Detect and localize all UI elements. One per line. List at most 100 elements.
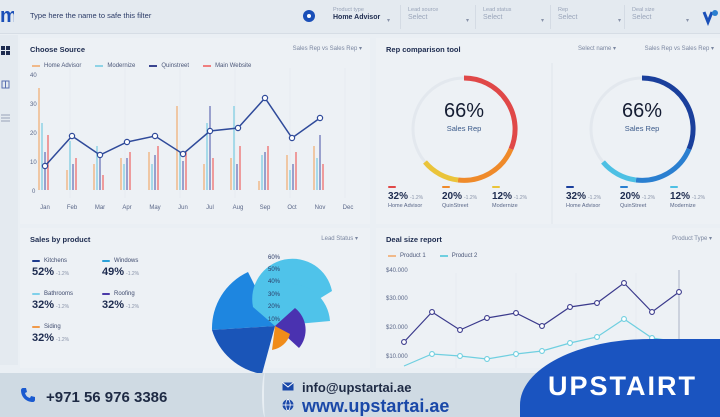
filter-lead-source[interactable]: Lead source Select ▾ <box>408 7 470 29</box>
svg-text:$20.000: $20.000 <box>386 325 408 331</box>
chevron-down-icon: ▾ <box>466 18 470 24</box>
columns-icon[interactable] <box>1 77 11 89</box>
brand-corner-icon[interactable] <box>702 8 718 27</box>
contact-info: info@upstartai.ae www.upstartai.ae <box>282 378 449 417</box>
svg-text:May: May <box>149 205 160 211</box>
rep-comparison-panel: Rep comparison tool Select name ▾ Sales … <box>376 38 720 224</box>
grid-icon[interactable] <box>1 43 11 55</box>
phone-contact[interactable]: +971 56 976 3386 <box>20 387 167 408</box>
panel-title: Choose Source <box>30 45 86 54</box>
legend-item[interactable]: Home Advisor <box>32 63 81 69</box>
sidebar <box>0 35 18 365</box>
legend-item[interactable]: Product 1 <box>388 253 426 259</box>
filter-product-type[interactable]: Product type Home Advisor ▾ <box>333 7 395 29</box>
svg-text:30: 30 <box>30 102 37 108</box>
gauge-1-label: 66% Sales Rep <box>443 100 485 133</box>
filter-deal-size[interactable]: Deal size Select ▾ <box>632 7 696 29</box>
chevron-down-icon: ▾ <box>358 46 362 52</box>
svg-text:$10.000: $10.000 <box>386 354 408 360</box>
compare-mode-dropdown[interactable]: Sales Rep vs Sales Rep ▾ <box>644 46 714 52</box>
svg-text:Apr: Apr <box>122 205 131 211</box>
chevron-down-icon: ▾ <box>686 18 690 24</box>
website-link[interactable]: www.upstartai.ae <box>282 396 449 417</box>
rep-stat: 32% -1.2% Home Advisor <box>388 186 423 209</box>
select-name-dropdown[interactable]: Select name ▾ <box>578 46 617 52</box>
panel-title: Rep comparison tool <box>386 45 461 54</box>
chevron-down-icon: ▾ <box>618 18 622 24</box>
source-bar-chart: 40 30 20 10 0 <box>30 68 354 211</box>
svg-text:30%: 30% <box>268 292 281 298</box>
svg-text:0: 0 <box>32 189 36 195</box>
filter-rep[interactable]: Rep Select ▾ <box>558 7 622 29</box>
svg-text:40: 40 <box>30 73 37 79</box>
gauge-2-label: 66% Sales Rep <box>621 100 663 133</box>
product-stat: Roofing 32% -1.2% <box>102 291 140 311</box>
rep-stat: 20% -1.2% QuinStreet <box>620 186 655 209</box>
svg-text:Oct: Oct <box>287 205 297 211</box>
filter-bar: m Type here the name to safe this filter… <box>0 0 720 34</box>
product-stat: Bathrooms 32% -1.2% <box>32 291 74 311</box>
svg-text:$30.000: $30.000 <box>386 296 408 302</box>
svg-text:Aug: Aug <box>233 205 244 211</box>
svg-text:Jun: Jun <box>178 205 188 211</box>
filter-label: Lead status <box>483 7 512 13</box>
mail-icon <box>282 378 294 396</box>
svg-text:Sep: Sep <box>260 205 271 211</box>
chart-legend: Product 1 Product 2 <box>388 253 477 259</box>
product-stat: Siding 32% -1.2% <box>32 324 70 344</box>
phone-icon <box>20 387 36 408</box>
rep-gauges <box>411 63 696 224</box>
compare-select[interactable]: Sales Rep vs Sales Rep ▾ <box>293 45 362 52</box>
legend-item[interactable]: Product 2 <box>439 253 477 259</box>
svg-text:20%: 20% <box>268 304 281 310</box>
svg-text:Feb: Feb <box>67 205 78 211</box>
save-filter-button[interactable] <box>303 10 315 22</box>
filter-value: Select <box>558 14 578 21</box>
sales-by-product-panel: Sales by product Lead Status ▾ Kitchens … <box>20 228 370 373</box>
legend-item[interactable]: Quinstreet <box>149 63 189 69</box>
product-stat: Kitchens 52% -1.2% <box>32 258 70 278</box>
svg-text:Jul: Jul <box>206 205 214 211</box>
product-type-dropdown[interactable]: Product Type ▾ <box>672 236 712 242</box>
lead-status-dropdown[interactable]: Lead Status ▾ <box>321 236 358 242</box>
svg-text:Dec: Dec <box>343 205 354 211</box>
filter-label: Rep <box>558 7 569 13</box>
deal-size-line-chart: $40.000 $30.000 $20.000 $10.000 <box>386 268 682 368</box>
filter-value: Select <box>632 14 652 21</box>
svg-text:10%: 10% <box>268 317 281 323</box>
rep-stat: 12% -1.2% Modernize <box>670 186 705 209</box>
legend-item[interactable]: Main Website <box>203 63 251 69</box>
rep-stat: 20% -1.2% QuinStreet <box>442 186 477 209</box>
chart-legend: Home Advisor Modernize Quinstreet Main W… <box>32 63 251 69</box>
filter-label: Deal size <box>632 7 655 13</box>
svg-text:Jan: Jan <box>40 205 50 211</box>
panel-title: Deal size report <box>386 235 442 244</box>
svg-text:20: 20 <box>30 131 37 137</box>
product-polar-chart: 60% 50% 40% 30% 20% 10% <box>211 255 332 373</box>
filter-value: Select <box>408 14 428 21</box>
filter-label: Product type <box>333 7 364 13</box>
svg-text:40%: 40% <box>268 279 281 285</box>
filter-value: Select <box>483 14 503 21</box>
filter-label: Lead source <box>408 7 439 13</box>
panel-title: Sales by product <box>30 235 91 244</box>
product-stat: Windows 49% -1.2% <box>102 258 140 278</box>
list-icon[interactable] <box>1 110 11 122</box>
legend-item[interactable]: Modernize <box>95 63 135 69</box>
svg-text:$40.000: $40.000 <box>386 268 408 274</box>
rep-stat: 32% -1.2% Home Advisor <box>566 186 601 209</box>
chevron-down-icon: ▾ <box>541 18 545 24</box>
svg-text:Mar: Mar <box>95 205 105 211</box>
select-value: Sales Rep vs Sales Rep <box>292 46 358 52</box>
email-contact[interactable]: info@upstartai.ae <box>282 378 449 396</box>
filter-lead-status[interactable]: Lead status Select ▾ <box>483 7 545 29</box>
svg-text:50%: 50% <box>268 267 281 273</box>
record-icon <box>307 14 311 18</box>
choose-source-panel: Choose Source Sales Rep vs Sales Rep ▾ H… <box>20 38 370 224</box>
filter-name-input[interactable]: Type here the name to safe this filter <box>30 11 152 20</box>
svg-text:60%: 60% <box>268 255 281 261</box>
svg-text:10: 10 <box>30 160 37 166</box>
globe-icon <box>282 398 294 416</box>
filter-value: Home Advisor <box>333 14 381 21</box>
